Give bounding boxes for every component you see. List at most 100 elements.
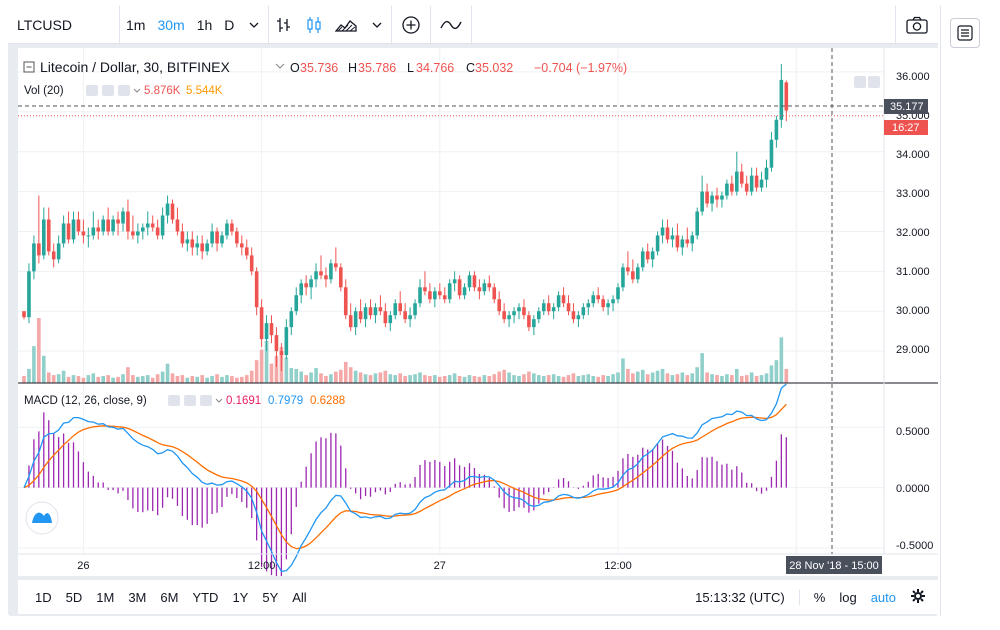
interval-1m[interactable]: 1m [126,16,146,33]
candle-body [205,243,209,252]
candle-body [210,231,214,244]
candle-body [591,295,596,304]
volume-bar [517,375,521,383]
volume-bar [368,375,373,383]
close-icon[interactable] [200,395,212,406]
volume-bar [428,375,432,383]
chevron-down-icon[interactable] [275,63,285,69]
compare-button[interactable] [392,5,432,44]
candle-body [660,227,665,236]
volume-bar [240,376,244,383]
scale-up-button[interactable] [868,76,880,88]
candle-body [774,119,779,140]
area-style-button[interactable] [329,6,363,44]
candle-body [319,271,323,276]
volume-bar [145,375,150,383]
candle-body [665,227,670,240]
chart-style-dropdown[interactable] [363,5,393,44]
macd-legend-title[interactable]: MACD (12, 26, close, 9) [24,395,147,407]
range-all[interactable]: All [292,589,307,605]
chevron-down-icon [372,22,382,28]
volume-bar [150,377,155,383]
candle-body [452,279,457,284]
symbol-search[interactable]: LTCUSD [8,5,120,44]
scale-down-button[interactable] [854,76,866,88]
candle-body [502,311,506,320]
candle-body [527,315,531,328]
candle-body [556,295,561,308]
indicator-wave-icon [440,20,463,29]
volume-bar [61,370,66,383]
macd-tick: -0.5000 [896,540,933,552]
volume-legend-title[interactable]: Vol (20) [24,85,64,97]
volume-bar [200,375,204,383]
candle-body [487,283,492,288]
grid-lines [18,48,884,554]
interval-dropdown[interactable] [240,5,270,44]
close-icon[interactable] [118,85,130,96]
settings-icon[interactable] [102,85,114,96]
volume-bar [378,372,383,383]
candle-body [22,311,26,318]
candle-body [596,295,600,300]
volume-bar [433,375,437,383]
candle-body [175,219,180,232]
chart-canvas[interactable]: 36.000 35.000 34.000 33.000 32.000 31.00… [18,48,938,580]
volume-bar [764,373,769,383]
eye-icon[interactable] [86,85,98,96]
volume-bar [131,375,135,383]
time-axis[interactable]: 26 12:00 27 12:00 28 [77,560,802,572]
range-1m[interactable]: 1M [96,589,115,605]
candle-body [650,251,655,260]
chart-settings-button[interactable] [903,588,938,607]
interval-d[interactable]: D [224,16,235,33]
watchlist-button[interactable] [950,18,980,48]
candle-body [571,311,576,320]
volume-bar [640,369,645,383]
volume-ma-value: 5.544K [186,85,223,97]
candle-body [675,235,680,248]
interval-1h[interactable]: 1h [196,16,213,33]
macd-axis[interactable]: 0.5000 0.0000 -0.5000 [896,426,933,552]
candle-body [626,267,630,272]
interval-30m[interactable]: 30m [157,16,185,33]
range-1y[interactable]: 1Y [232,589,249,605]
chart-area[interactable]: 36.000 35.000 34.000 33.000 32.000 31.00… [18,48,938,580]
chevron-down-icon[interactable] [215,398,223,403]
bars-style-button[interactable] [269,6,299,44]
screenshot-button[interactable] [895,5,938,44]
percent-toggle[interactable]: % [813,589,826,605]
range-6m[interactable]: 6M [160,589,179,605]
price-tick: 32.000 [896,227,930,239]
volume-bar [423,375,427,383]
utc-clock[interactable]: 15:13:32 (UTC) [688,589,800,605]
volume-bar [249,370,254,383]
range-5y[interactable]: 5Y [262,589,279,605]
volume-bar [744,375,749,383]
range-ytd[interactable]: YTD [192,589,219,605]
candle-body [165,203,170,216]
settings-icon[interactable] [184,395,196,406]
range-5d[interactable]: 5D [65,589,83,605]
series-title[interactable]: Litecoin / Dollar, 30, BITFINEX [40,59,231,75]
volume-bar [225,375,229,383]
chevron-down-icon[interactable] [133,88,141,93]
log-toggle[interactable]: log [839,589,857,605]
ohlc-c-label: C [466,61,475,75]
price-axis[interactable]: 36.000 35.000 34.000 33.000 32.000 31.00… [896,71,930,356]
eye-icon[interactable] [168,395,180,406]
candle-body [101,219,105,232]
volume-bar [487,375,492,383]
candles-style-button[interactable] [299,6,329,44]
auto-scale-toggle[interactable]: auto [870,589,896,605]
range-3m[interactable]: 3M [128,589,147,605]
bars-icon [277,17,291,32]
candle-body [230,223,234,232]
volume-bar [195,376,200,383]
volume-bar [56,374,61,383]
candle-body [145,223,150,228]
bottom-toolbar: 1D 5D 1M 3M 6M YTD 1Y 5Y All 15:13:32 (U… [18,580,938,614]
indicators-button[interactable] [431,5,473,44]
macd-tick: 0.0000 [896,483,930,495]
range-1d[interactable]: 1D [35,589,52,605]
